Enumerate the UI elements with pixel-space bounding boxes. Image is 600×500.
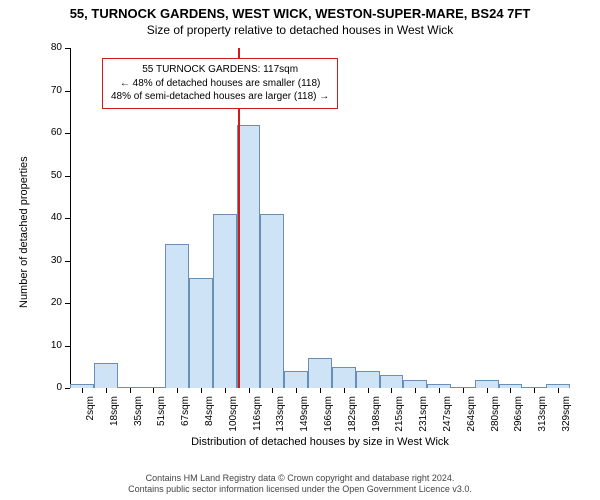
y-tick bbox=[65, 176, 70, 177]
x-tick-label: 198sqm bbox=[371, 396, 382, 446]
histogram-bar bbox=[403, 380, 427, 389]
histogram-bar bbox=[260, 214, 284, 388]
histogram-bar bbox=[165, 244, 189, 389]
footer-line-2: Contains public sector information licen… bbox=[0, 484, 600, 496]
x-tick-label: 313sqm bbox=[537, 396, 548, 446]
y-tick bbox=[65, 388, 70, 389]
x-tick bbox=[153, 388, 154, 393]
x-tick-label: 133sqm bbox=[275, 396, 286, 446]
x-tick-label: 166sqm bbox=[323, 396, 334, 446]
x-tick-label: 18sqm bbox=[109, 396, 120, 446]
histogram-bar bbox=[380, 375, 404, 388]
annotation-line: 55 TURNOCK GARDENS: 117sqm bbox=[111, 63, 329, 77]
x-tick bbox=[534, 388, 535, 393]
x-tick-label: 35sqm bbox=[133, 396, 144, 446]
annotation-line: ← 48% of detached houses are smaller (11… bbox=[111, 77, 329, 91]
y-tick bbox=[65, 48, 70, 49]
y-tick bbox=[65, 261, 70, 262]
x-tick bbox=[177, 388, 178, 393]
x-tick-label: 329sqm bbox=[561, 396, 572, 446]
x-tick bbox=[439, 388, 440, 393]
y-tick-label: 0 bbox=[42, 382, 62, 393]
y-tick-label: 60 bbox=[42, 127, 62, 138]
x-tick bbox=[415, 388, 416, 393]
x-tick bbox=[368, 388, 369, 393]
x-tick-label: 149sqm bbox=[299, 396, 310, 446]
x-tick bbox=[249, 388, 250, 393]
histogram-bar bbox=[308, 358, 332, 388]
x-tick bbox=[130, 388, 131, 393]
x-tick-label: 231sqm bbox=[418, 396, 429, 446]
histogram-bar bbox=[237, 125, 261, 389]
page-title: 55, TURNOCK GARDENS, WEST WICK, WESTON-S… bbox=[0, 0, 600, 21]
x-tick bbox=[344, 388, 345, 393]
histogram-bar bbox=[189, 278, 213, 389]
footer-line-1: Contains HM Land Registry data © Crown c… bbox=[0, 473, 600, 485]
y-tick bbox=[65, 218, 70, 219]
y-tick bbox=[65, 133, 70, 134]
y-tick bbox=[65, 303, 70, 304]
x-tick-label: 2sqm bbox=[85, 396, 96, 446]
y-axis-label: Number of detached properties bbox=[18, 156, 30, 308]
x-tick bbox=[487, 388, 488, 393]
page-subtitle: Size of property relative to detached ho… bbox=[0, 21, 600, 37]
x-tick-label: 84sqm bbox=[204, 396, 215, 446]
x-tick bbox=[558, 388, 559, 393]
x-tick bbox=[272, 388, 273, 393]
y-tick bbox=[65, 91, 70, 92]
y-tick bbox=[65, 346, 70, 347]
histogram-bar bbox=[356, 371, 380, 388]
footer-attribution: Contains HM Land Registry data © Crown c… bbox=[0, 473, 600, 496]
x-tick-label: 296sqm bbox=[513, 396, 524, 446]
y-tick-label: 30 bbox=[42, 255, 62, 266]
histogram-bar bbox=[332, 367, 356, 388]
y-tick-label: 50 bbox=[42, 170, 62, 181]
x-tick bbox=[463, 388, 464, 393]
histogram-bar bbox=[213, 214, 237, 388]
x-tick bbox=[296, 388, 297, 393]
x-tick-label: 215sqm bbox=[394, 396, 405, 446]
y-tick-label: 70 bbox=[42, 85, 62, 96]
y-tick-label: 20 bbox=[42, 297, 62, 308]
x-tick-label: 67sqm bbox=[180, 396, 191, 446]
histogram-bar bbox=[284, 371, 308, 388]
x-tick bbox=[225, 388, 226, 393]
x-tick-label: 247sqm bbox=[442, 396, 453, 446]
x-tick bbox=[320, 388, 321, 393]
y-tick-label: 40 bbox=[42, 212, 62, 223]
annotation-box: 55 TURNOCK GARDENS: 117sqm← 48% of detac… bbox=[102, 58, 338, 109]
x-tick bbox=[391, 388, 392, 393]
x-tick bbox=[510, 388, 511, 393]
x-tick-label: 182sqm bbox=[347, 396, 358, 446]
histogram-bar bbox=[475, 380, 499, 389]
histogram-bar bbox=[94, 363, 118, 389]
x-tick-label: 264sqm bbox=[466, 396, 477, 446]
x-tick bbox=[201, 388, 202, 393]
x-tick-label: 100sqm bbox=[228, 396, 239, 446]
x-tick-label: 280sqm bbox=[490, 396, 501, 446]
x-tick-label: 116sqm bbox=[252, 396, 263, 446]
x-tick-label: 51sqm bbox=[156, 396, 167, 446]
annotation-line: 48% of semi-detached houses are larger (… bbox=[111, 90, 329, 104]
x-tick bbox=[82, 388, 83, 393]
y-tick-label: 10 bbox=[42, 340, 62, 351]
y-axis-line bbox=[70, 48, 71, 388]
y-tick-label: 80 bbox=[42, 42, 62, 53]
x-tick bbox=[106, 388, 107, 393]
